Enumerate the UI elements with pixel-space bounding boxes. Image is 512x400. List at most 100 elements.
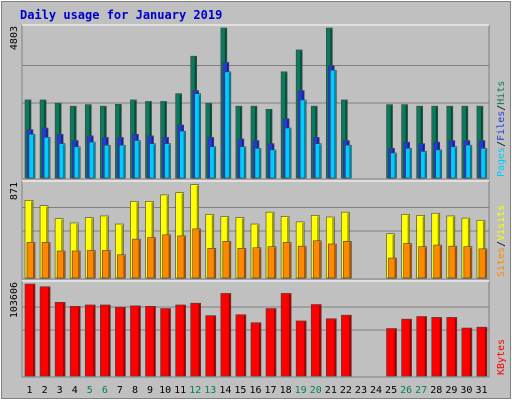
legend-hits-files-pages: Pages/Files/Hits bbox=[496, 81, 507, 177]
bar-kbytes-day-4 bbox=[69, 305, 81, 377]
bar-sites-day-22 bbox=[343, 241, 352, 279]
bar-body bbox=[431, 317, 443, 377]
bar-body bbox=[252, 247, 262, 279]
bar-pages-day-20 bbox=[314, 143, 322, 179]
bar-shade bbox=[93, 305, 95, 376]
chart-panels: 4803Pages/Files/Hits871Sites/Visits10360… bbox=[9, 24, 507, 378]
bar-shade bbox=[121, 225, 123, 278]
bar-shade bbox=[213, 316, 216, 376]
bar-sites-day-9 bbox=[147, 237, 156, 279]
bar-kbytes-day-28 bbox=[431, 317, 443, 377]
bar-shade bbox=[469, 146, 472, 178]
bar-kbytes-day-15 bbox=[235, 314, 247, 377]
bar-shade bbox=[274, 309, 276, 376]
bar-kbytes-day-11 bbox=[175, 304, 186, 377]
bar-sites-day-5 bbox=[86, 250, 96, 279]
bar-shade bbox=[484, 149, 487, 178]
bar-shade bbox=[63, 252, 65, 278]
x-axis-tick-labels: 1 2 3 4 5 6 7 8 9 10 11 12 13 14 15 16 17 18 19 20 21 22 23 24 2… bbox=[27, 385, 488, 396]
bar-pages-day-6 bbox=[104, 144, 111, 179]
bar-kbytes-day-27 bbox=[416, 316, 427, 377]
bar-body bbox=[401, 318, 412, 377]
bar-pages-day-31 bbox=[480, 148, 488, 179]
bar-shade bbox=[93, 143, 95, 178]
x-tick-label-20: 20 bbox=[310, 385, 322, 396]
bar-kbytes-day-1 bbox=[24, 283, 36, 377]
bar-body bbox=[58, 143, 66, 179]
bar-body bbox=[314, 143, 322, 179]
bar-body bbox=[235, 314, 247, 377]
bar-kbytes-day-31 bbox=[476, 326, 488, 377]
bar-body bbox=[446, 317, 458, 377]
bar-body bbox=[269, 149, 277, 179]
bar-shade bbox=[123, 308, 125, 376]
bar-sites-day-7 bbox=[117, 254, 126, 279]
bar-body bbox=[250, 322, 262, 377]
bar-shade bbox=[123, 146, 125, 178]
bar-pages-day-13 bbox=[209, 146, 217, 179]
legend-separator: / bbox=[496, 105, 507, 111]
bar-pages-day-4 bbox=[73, 146, 81, 179]
bar-kbytes-day-3 bbox=[54, 301, 66, 377]
bar-body bbox=[461, 327, 473, 377]
bar-sites-day-8 bbox=[132, 238, 141, 279]
bar-pages-day-17 bbox=[269, 149, 277, 179]
bar-shade bbox=[334, 319, 336, 376]
bar-body bbox=[24, 283, 36, 377]
bar-pages-day-26 bbox=[405, 148, 412, 179]
legend-item-sites: Sites bbox=[496, 247, 507, 277]
bar-shade bbox=[304, 100, 306, 178]
bar-body bbox=[265, 308, 277, 377]
bar-kbytes-day-2 bbox=[39, 286, 51, 377]
legend-separator: / bbox=[496, 241, 507, 247]
bar-body bbox=[465, 144, 473, 179]
legend-item-hits: Hits bbox=[496, 81, 507, 105]
bar-body bbox=[297, 245, 307, 279]
bar-sites-day-14 bbox=[222, 241, 232, 279]
bar-shade bbox=[183, 305, 186, 376]
bar-shade bbox=[349, 146, 351, 178]
bar-sites-day-25 bbox=[388, 257, 397, 279]
panel-visits-sites: 871 Sites/Visits bbox=[9, 180, 507, 280]
bar-shade bbox=[319, 241, 321, 278]
bar-pages-day-30 bbox=[465, 144, 473, 179]
bar-kbytes-day-9 bbox=[145, 305, 156, 377]
bar-shade bbox=[63, 303, 65, 376]
x-tick-label-22: 22 bbox=[340, 385, 352, 396]
bar-kbytes-day-7 bbox=[115, 306, 126, 377]
bar-shade bbox=[106, 216, 108, 278]
bar-pages-day-19 bbox=[299, 99, 307, 179]
x-tick-label-29: 29 bbox=[445, 385, 457, 396]
bar-kbytes-day-20 bbox=[310, 304, 322, 377]
bar-body bbox=[56, 250, 66, 279]
bar-shade bbox=[349, 316, 351, 376]
x-tick-label-26: 26 bbox=[400, 385, 412, 396]
bar-shade bbox=[78, 307, 80, 376]
bar-pages-day-16 bbox=[254, 148, 262, 179]
bar-body bbox=[284, 127, 292, 179]
bar-shade bbox=[61, 219, 63, 278]
bar-body bbox=[43, 137, 51, 179]
bar-shade bbox=[394, 154, 397, 178]
x-tick-label-18: 18 bbox=[280, 385, 292, 396]
x-tick-label-10: 10 bbox=[159, 385, 171, 396]
bar-shade bbox=[334, 71, 336, 178]
bar-body bbox=[73, 146, 81, 179]
x-tick-label-8: 8 bbox=[132, 385, 138, 396]
bar-pages-day-3 bbox=[58, 143, 66, 179]
bar-shade bbox=[123, 255, 125, 278]
bar-body bbox=[100, 304, 111, 377]
bar-sites-day-26 bbox=[403, 243, 412, 279]
bar-shade bbox=[108, 146, 110, 178]
bar-sites-day-30 bbox=[463, 246, 473, 279]
bar-pages-day-28 bbox=[435, 149, 443, 179]
bar-pages-day-2 bbox=[43, 137, 51, 179]
bar-body bbox=[280, 293, 292, 377]
bar-shade bbox=[168, 144, 171, 178]
bar-shade bbox=[243, 147, 246, 178]
bar-shade bbox=[48, 138, 50, 178]
x-tick-label-31: 31 bbox=[475, 385, 487, 396]
